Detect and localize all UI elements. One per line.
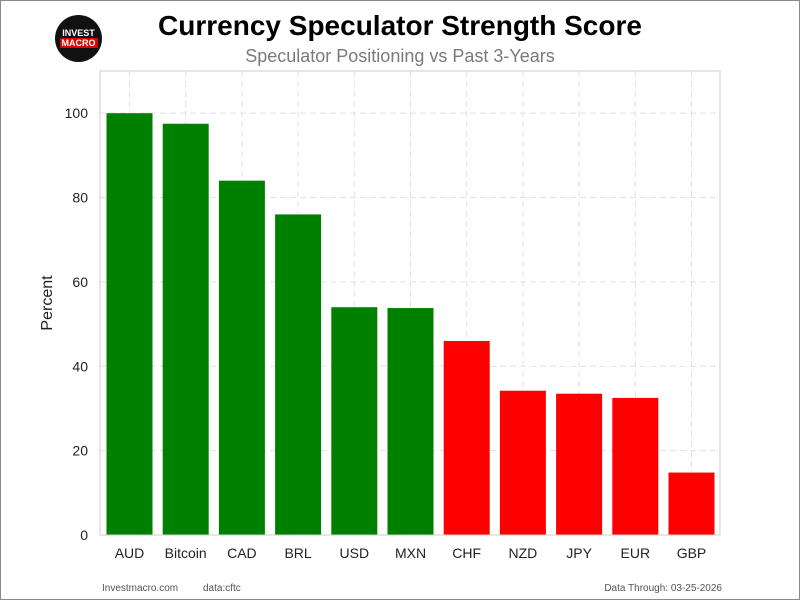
chart-title: Currency Speculator Strength Score — [158, 10, 642, 41]
bar-chf — [443, 340, 490, 535]
chart-subtitle: Speculator Positioning vs Past 3-Years — [245, 46, 555, 66]
bar-gbp — [668, 472, 715, 535]
footer-site: Investmacro.com — [102, 583, 179, 594]
x-tick-label: JPY — [566, 545, 592, 561]
bar-mxn — [387, 308, 434, 535]
bar-aud — [106, 113, 153, 535]
bar-eur — [612, 397, 659, 535]
y-axis-label: Percent — [39, 275, 56, 331]
x-tick-labels: AUD Bitcoin CAD BRL USD MXN CHF NZD JPY EUR GBP — [115, 545, 707, 561]
y-tick-label: 100 — [65, 105, 89, 121]
logo-text-invest: INVEST — [62, 28, 95, 38]
x-tick-label: CAD — [227, 545, 257, 561]
y-tick-label: 0 — [80, 527, 88, 543]
investmacro-logo: INVEST MACRO — [55, 15, 102, 62]
y-tick-label: 80 — [72, 190, 88, 206]
y-tick-labels: 0 20 40 60 80 100 — [65, 105, 89, 543]
plot-border — [99, 70, 721, 536]
logo-text-macro: MACRO — [59, 38, 98, 48]
y-tick-label: 40 — [72, 358, 88, 374]
x-tick-label: AUD — [115, 545, 145, 561]
bar-jpy — [556, 393, 603, 535]
footer-data-through: Data Through: 03-25-2026 — [604, 583, 722, 594]
bars — [106, 113, 715, 536]
y-tick-label: 60 — [72, 274, 88, 290]
x-tick-label: NZD — [509, 545, 538, 561]
x-tick-label: USD — [340, 545, 370, 561]
x-tick-label: BRL — [284, 545, 311, 561]
bar-brl — [275, 214, 322, 535]
x-tick-label: Bitcoin — [165, 545, 207, 561]
x-tick-label: EUR — [621, 545, 651, 561]
bar-usd — [331, 307, 378, 535]
bar-bitcoin — [162, 123, 209, 536]
x-tick-label: MXN — [395, 545, 426, 561]
footer-source: data:cftc — [203, 583, 241, 594]
bar-cad — [218, 180, 265, 535]
x-tick-label: CHF — [452, 545, 481, 561]
bar-nzd — [499, 390, 546, 535]
x-tick-label: GBP — [677, 545, 707, 561]
y-tick-label: 20 — [72, 443, 88, 459]
